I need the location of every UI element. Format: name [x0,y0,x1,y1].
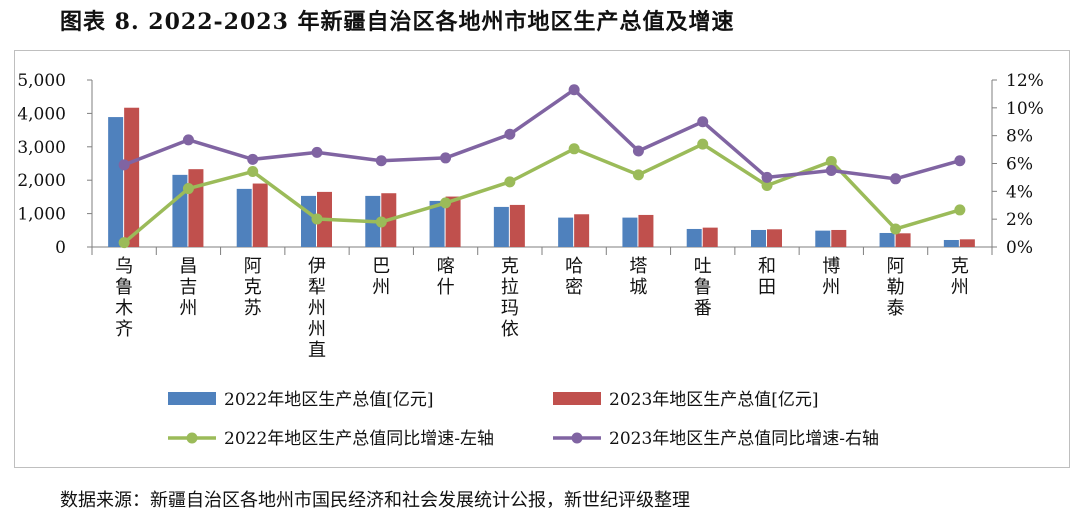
bar-2023 [445,196,461,247]
category-label: 博州 [822,256,840,298]
category-label: 伊犁州州直 [308,256,326,361]
point-growth-2023 [440,152,452,164]
point-growth-2022 [247,166,259,178]
left-tick-label: 3,000 [17,138,66,158]
bar-2022 [879,232,895,247]
bar-2023 [831,229,847,247]
category-label: 昌吉州 [179,256,197,319]
bar-2023 [188,169,204,247]
point-growth-2022 [890,223,902,235]
left-tick-label: 2,000 [17,171,66,191]
point-growth-2023 [890,173,902,185]
category-label: 哈密 [565,256,583,298]
legend-marker [571,432,583,444]
bar-2022 [236,188,252,247]
right-tick-label: 10% [1006,99,1044,119]
point-growth-2022 [311,213,323,225]
bar-2023 [895,233,911,247]
category-label: 吐鲁番 [694,256,712,319]
point-growth-2023 [247,153,259,165]
point-growth-2023 [825,164,837,176]
left-tick-label: 0 [55,238,66,258]
point-growth-2023 [632,145,644,157]
point-growth-2022 [761,180,773,192]
category-label: 阿勒泰 [887,256,905,319]
bar-2022 [429,200,445,247]
point-growth-2022 [954,204,966,216]
legend-marker [186,432,198,444]
bar-2022 [751,229,766,247]
bar-2023 [574,214,590,247]
point-growth-2022 [118,237,130,249]
legend-label: 2022年地区生产总值[亿元] [224,390,434,410]
bar-2023 [702,227,718,247]
legend-label: 2023年地区生产总值同比增速-右轴 [609,429,879,449]
bar-2022 [815,230,831,247]
source-note: 数据来源：新疆自治区各地州市国民经济和社会发展统计公报，新世纪评级整理 [60,490,690,511]
left-tick-label: 1,000 [17,205,66,225]
left-tick-label: 5,000 [17,71,66,91]
right-tick-label: 8% [1006,127,1033,147]
category-label: 喀什 [437,256,455,298]
bar-2022 [558,217,574,247]
bar-2023 [252,183,268,247]
point-growth-2023 [954,155,966,167]
point-growth-2022 [825,155,837,167]
legend-swatch [168,392,216,405]
point-growth-2022 [697,138,709,150]
bar-2022 [108,117,124,247]
right-tick-label: 2% [1006,210,1033,230]
series-line-growth-2023 [123,87,961,181]
right-tick-label: 0% [1006,238,1033,258]
bar-2023 [509,204,525,247]
point-growth-2022 [375,216,387,228]
category-label: 和田 [758,256,776,298]
bar-2023 [959,239,975,247]
right-tick-label: 4% [1006,182,1033,202]
point-growth-2022 [632,169,644,181]
chart-title: 图表 8. 2022-2023 年新疆自治区各地州市地区生产总值及增速 [60,9,735,35]
point-growth-2023 [568,84,580,96]
bar-2022 [943,239,959,247]
bar-2023 [124,107,140,247]
point-growth-2023 [182,134,194,146]
point-growth-2023 [761,171,773,183]
point-growth-2022 [504,176,516,188]
point-growth-2022 [568,143,580,155]
bar-2022 [686,228,702,247]
left-tick-label: 4,000 [17,104,66,124]
bar-2022 [622,217,638,247]
point-growth-2022 [182,183,194,195]
legend-swatch [553,392,601,405]
category-label: 克州 [951,256,969,298]
chart-frame [14,50,1070,468]
category-label: 巴州 [372,256,390,298]
right-tick-label: 6% [1006,155,1033,175]
bar-2023 [638,214,654,247]
series-line-growth-2022 [123,142,961,244]
category-label: 乌鲁木齐 [115,256,133,340]
point-growth-2022 [440,197,452,209]
category-label: 克拉玛依 [501,256,519,340]
point-growth-2023 [375,155,387,167]
bar-2023 [767,229,782,247]
legend-label: 2022年地区生产总值同比增速-左轴 [224,429,494,449]
point-growth-2023 [697,116,709,128]
point-growth-2023 [311,146,323,158]
legend-label: 2023年地区生产总值[亿元] [609,390,819,410]
point-growth-2023 [504,128,516,140]
right-tick-label: 12% [1006,71,1044,91]
bar-2022 [493,206,509,247]
category-label: 阿克苏 [244,256,262,319]
category-label: 塔城 [629,256,647,298]
point-growth-2023 [118,159,130,171]
